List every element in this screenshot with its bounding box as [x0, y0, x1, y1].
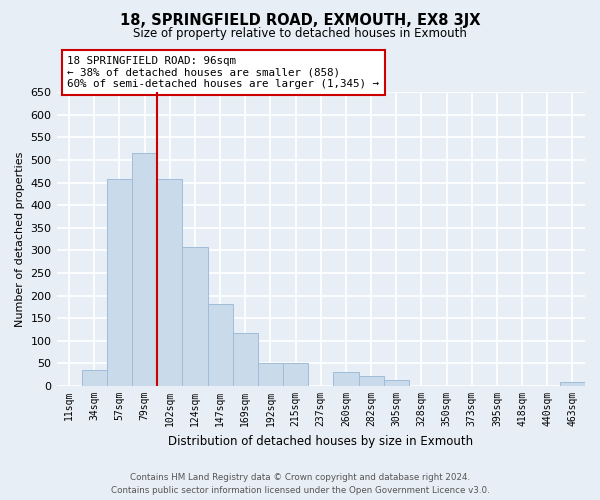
Bar [283, 364, 308, 386]
Y-axis label: Number of detached properties: Number of detached properties [15, 152, 25, 326]
Text: Size of property relative to detached houses in Exmouth: Size of property relative to detached ho… [133, 28, 467, 40]
Bar [132, 153, 157, 386]
Bar [208, 304, 233, 386]
Bar [233, 332, 258, 386]
Bar [334, 372, 359, 386]
Bar [157, 180, 182, 386]
Bar [258, 364, 283, 386]
Bar [383, 380, 409, 386]
Text: Contains HM Land Registry data © Crown copyright and database right 2024.
Contai: Contains HM Land Registry data © Crown c… [110, 473, 490, 495]
Bar [82, 370, 107, 386]
Text: 18, SPRINGFIELD ROAD, EXMOUTH, EX8 3JX: 18, SPRINGFIELD ROAD, EXMOUTH, EX8 3JX [120, 12, 480, 28]
Bar [182, 247, 208, 386]
X-axis label: Distribution of detached houses by size in Exmouth: Distribution of detached houses by size … [168, 434, 473, 448]
Bar [560, 382, 585, 386]
Text: 18 SPRINGFIELD ROAD: 96sqm
← 38% of detached houses are smaller (858)
60% of sem: 18 SPRINGFIELD ROAD: 96sqm ← 38% of deta… [67, 56, 379, 89]
Bar [107, 180, 132, 386]
Bar [359, 376, 383, 386]
